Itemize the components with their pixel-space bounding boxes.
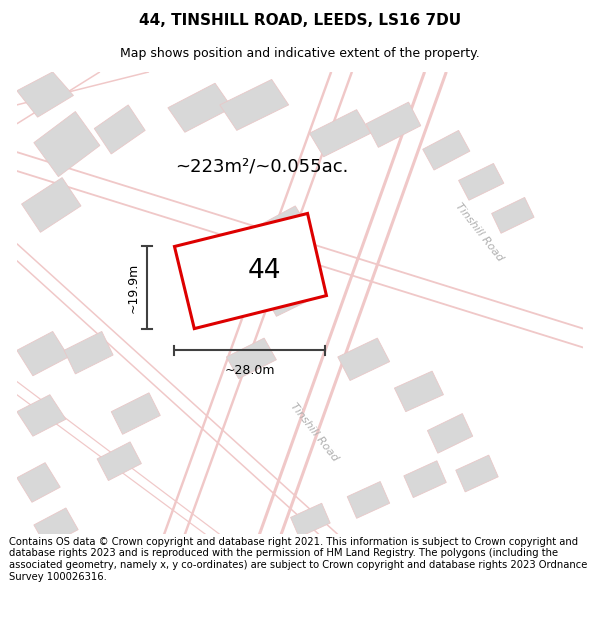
Text: ~28.0m: ~28.0m — [225, 364, 275, 376]
Text: Tinshill Road: Tinshill Road — [454, 201, 505, 263]
Polygon shape — [17, 331, 69, 376]
Polygon shape — [175, 214, 326, 329]
Polygon shape — [34, 111, 100, 177]
Polygon shape — [404, 461, 446, 498]
Polygon shape — [94, 105, 145, 154]
Polygon shape — [17, 394, 66, 436]
Polygon shape — [168, 83, 232, 132]
Polygon shape — [246, 206, 314, 262]
Polygon shape — [491, 198, 534, 233]
Polygon shape — [17, 462, 60, 503]
Polygon shape — [338, 338, 389, 381]
Polygon shape — [427, 414, 473, 453]
Polygon shape — [262, 270, 319, 316]
Polygon shape — [394, 371, 443, 412]
Polygon shape — [97, 442, 142, 481]
Polygon shape — [64, 331, 113, 374]
Text: 44, TINSHILL ROAD, LEEDS, LS16 7DU: 44, TINSHILL ROAD, LEEDS, LS16 7DU — [139, 12, 461, 28]
Polygon shape — [366, 102, 421, 148]
Polygon shape — [17, 72, 73, 117]
Polygon shape — [347, 481, 389, 518]
Polygon shape — [456, 455, 498, 492]
Text: Contains OS data © Crown copyright and database right 2021. This information is : Contains OS data © Crown copyright and d… — [9, 537, 587, 582]
Text: ~223m²/~0.055ac.: ~223m²/~0.055ac. — [175, 158, 349, 175]
Polygon shape — [34, 508, 78, 547]
Text: ~19.9m: ~19.9m — [127, 262, 140, 312]
Text: Map shows position and indicative extent of the property.: Map shows position and indicative extent… — [120, 48, 480, 61]
Text: 44: 44 — [248, 258, 281, 284]
Polygon shape — [220, 79, 289, 131]
Text: Tinshill Road: Tinshill Road — [289, 401, 340, 464]
Polygon shape — [290, 503, 330, 538]
Polygon shape — [22, 177, 81, 232]
Polygon shape — [423, 131, 470, 170]
Polygon shape — [111, 392, 160, 434]
Polygon shape — [310, 109, 371, 157]
Polygon shape — [458, 163, 504, 200]
Polygon shape — [226, 338, 277, 379]
